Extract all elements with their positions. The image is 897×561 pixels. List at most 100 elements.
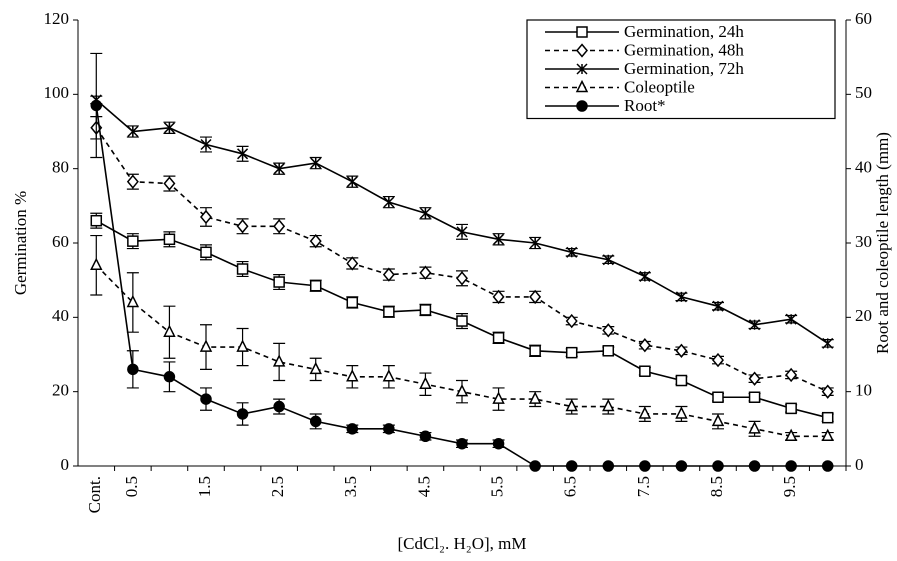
marker bbox=[529, 345, 541, 357]
marker bbox=[382, 369, 396, 382]
marker bbox=[639, 460, 651, 472]
marker bbox=[493, 233, 505, 245]
legend-label: Coleoptile bbox=[624, 77, 695, 96]
marker bbox=[273, 400, 285, 413]
marker bbox=[821, 428, 834, 442]
marker bbox=[455, 383, 469, 397]
x-tick-label: 0.5 bbox=[122, 476, 141, 497]
y2-tick-label: 20 bbox=[855, 306, 872, 325]
marker bbox=[712, 300, 724, 312]
marker bbox=[456, 226, 468, 238]
marker bbox=[199, 339, 213, 352]
legend-label: Germination, 72h bbox=[624, 59, 744, 78]
marker bbox=[346, 423, 359, 435]
marker bbox=[712, 391, 724, 403]
marker bbox=[383, 306, 395, 318]
marker bbox=[419, 207, 431, 219]
marker bbox=[200, 393, 212, 405]
y-tick-label: 20 bbox=[52, 381, 69, 400]
marker bbox=[163, 233, 176, 246]
marker bbox=[675, 343, 688, 358]
marker bbox=[602, 323, 615, 338]
x-tick-label: 9.5 bbox=[780, 476, 799, 497]
marker bbox=[310, 157, 322, 169]
y2-tick-label: 0 bbox=[855, 455, 864, 474]
marker bbox=[383, 196, 395, 208]
marker bbox=[576, 63, 588, 75]
marker bbox=[346, 296, 359, 309]
marker bbox=[237, 148, 249, 160]
y-axis-title: Germination % bbox=[11, 191, 30, 295]
marker bbox=[712, 460, 724, 472]
y2-axis-title: Root and coleoptile length (mm) bbox=[873, 132, 892, 354]
y2-tick-label: 40 bbox=[855, 158, 872, 177]
marker bbox=[456, 315, 468, 327]
marker bbox=[675, 291, 687, 303]
marker bbox=[576, 43, 588, 58]
marker bbox=[575, 79, 589, 93]
marker bbox=[90, 99, 103, 112]
marker bbox=[711, 413, 725, 427]
marker bbox=[309, 279, 322, 292]
marker bbox=[675, 406, 688, 419]
marker bbox=[419, 376, 432, 389]
marker bbox=[272, 354, 286, 367]
marker bbox=[236, 339, 249, 352]
marker bbox=[309, 415, 322, 428]
marker bbox=[163, 122, 175, 134]
marker bbox=[163, 176, 176, 191]
y2-tick-label: 50 bbox=[855, 83, 872, 102]
marker bbox=[748, 391, 761, 403]
marker bbox=[236, 219, 249, 234]
y2-tick-label: 10 bbox=[855, 381, 872, 400]
marker bbox=[602, 254, 614, 266]
marker bbox=[528, 391, 542, 404]
legend-label: Germination, 24h bbox=[624, 22, 744, 41]
marker bbox=[602, 460, 615, 472]
marker bbox=[492, 332, 505, 344]
y-tick-label: 60 bbox=[52, 232, 69, 251]
marker bbox=[821, 411, 834, 424]
marker bbox=[821, 460, 834, 472]
marker bbox=[566, 246, 578, 258]
marker bbox=[419, 304, 432, 316]
marker bbox=[273, 276, 285, 288]
marker bbox=[639, 365, 651, 377]
marker bbox=[90, 214, 103, 227]
marker bbox=[675, 460, 688, 472]
y2-tick-label: 60 bbox=[855, 9, 872, 28]
marker bbox=[602, 398, 615, 412]
x-tick-label: 6.5 bbox=[561, 476, 580, 497]
marker bbox=[785, 402, 797, 415]
marker bbox=[638, 406, 652, 419]
x-tick-label: 7.5 bbox=[634, 476, 653, 497]
marker bbox=[382, 267, 395, 282]
y2-tick-label: 30 bbox=[855, 232, 872, 251]
marker bbox=[822, 337, 834, 349]
marker bbox=[821, 384, 834, 399]
marker bbox=[236, 408, 249, 420]
marker bbox=[309, 233, 322, 249]
marker bbox=[576, 100, 588, 112]
x-tick-label: 2.5 bbox=[268, 476, 287, 497]
x-tick-label: 3.5 bbox=[341, 476, 360, 497]
x-tick-label: 8.5 bbox=[707, 476, 726, 497]
marker bbox=[712, 352, 724, 368]
marker bbox=[529, 289, 542, 305]
marker bbox=[90, 257, 103, 271]
marker bbox=[236, 263, 249, 275]
x-tick-label: Cont. bbox=[85, 476, 104, 513]
marker bbox=[126, 294, 140, 308]
marker bbox=[273, 219, 286, 234]
marker bbox=[748, 460, 761, 472]
marker bbox=[639, 270, 651, 282]
marker bbox=[784, 428, 798, 442]
marker bbox=[383, 423, 395, 435]
x-tick-label: 5.5 bbox=[487, 476, 506, 497]
marker bbox=[200, 209, 212, 225]
y-tick-label: 100 bbox=[44, 83, 70, 102]
marker bbox=[419, 265, 432, 280]
marker bbox=[748, 371, 761, 386]
legend-label: Root* bbox=[624, 96, 666, 115]
